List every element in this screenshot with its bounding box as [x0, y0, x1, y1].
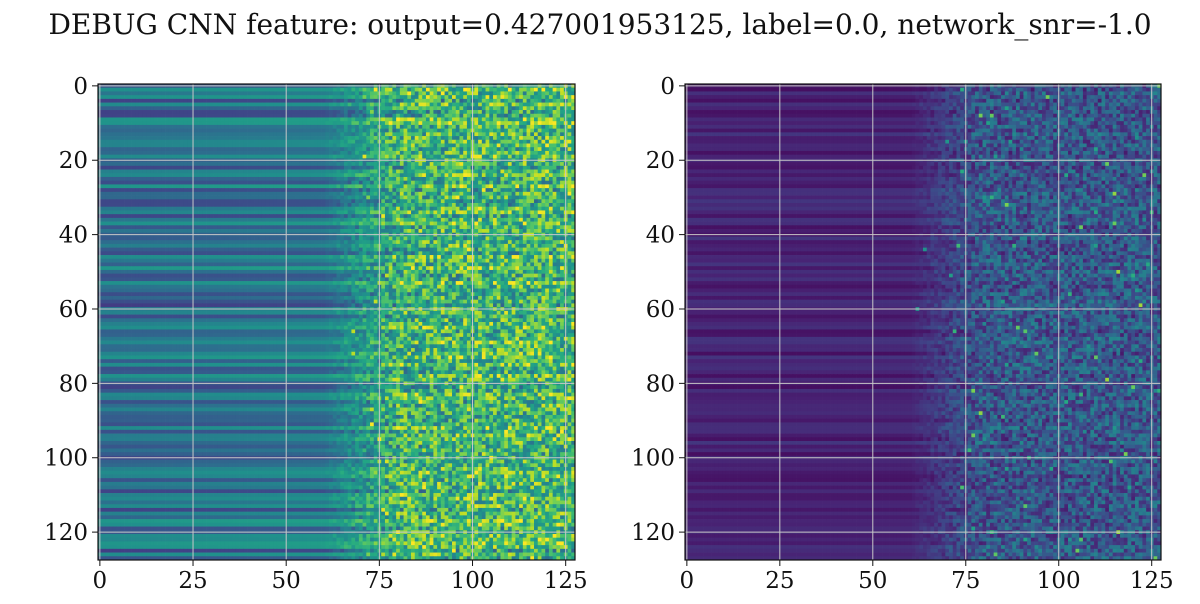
y-tick-label: 100	[44, 446, 88, 472]
x-tick-label: 25	[178, 568, 207, 594]
x-tick-label: 0	[680, 568, 695, 594]
y-tick-label: 120	[44, 520, 88, 546]
x-tick-label: 50	[858, 568, 887, 594]
y-tick-label: 80	[59, 371, 88, 397]
heatmap-panel-1: 0 25 50 75 100 125 0 20 40 60 80 100 120	[44, 74, 588, 594]
x-tick-label: 75	[951, 568, 980, 594]
y-tick-label: 40	[59, 223, 88, 249]
y-tick-label: 0	[660, 74, 675, 100]
y-tick-label: 40	[646, 223, 675, 249]
x-tick-label: 100	[1037, 568, 1081, 594]
figure-title: DEBUG CNN feature: output=0.427001953125…	[0, 8, 1200, 41]
heatmap-cells	[98, 84, 575, 560]
x-tick-label: 125	[1130, 568, 1174, 594]
x-tick-label: 50	[272, 568, 301, 594]
x-tick-label: 25	[765, 568, 794, 594]
y-tick-label: 0	[73, 74, 88, 100]
heatmap-cells	[685, 84, 1161, 560]
y-tick-label: 60	[646, 297, 675, 323]
y-tick-label: 80	[646, 371, 675, 397]
y-tick-label: 60	[59, 297, 88, 323]
x-tick-label: 125	[544, 568, 588, 594]
heatmap-panel-2: 0 25 50 75 100 125 0 20 40 60 80 100 120	[631, 74, 1174, 594]
y-tick-label: 120	[631, 520, 675, 546]
y-tick-label: 100	[631, 446, 675, 472]
x-tick-label: 75	[365, 568, 394, 594]
x-tick-label: 100	[451, 568, 495, 594]
y-tick-label: 20	[646, 148, 675, 174]
y-tick-label: 20	[59, 148, 88, 174]
x-tick-label: 0	[93, 568, 108, 594]
